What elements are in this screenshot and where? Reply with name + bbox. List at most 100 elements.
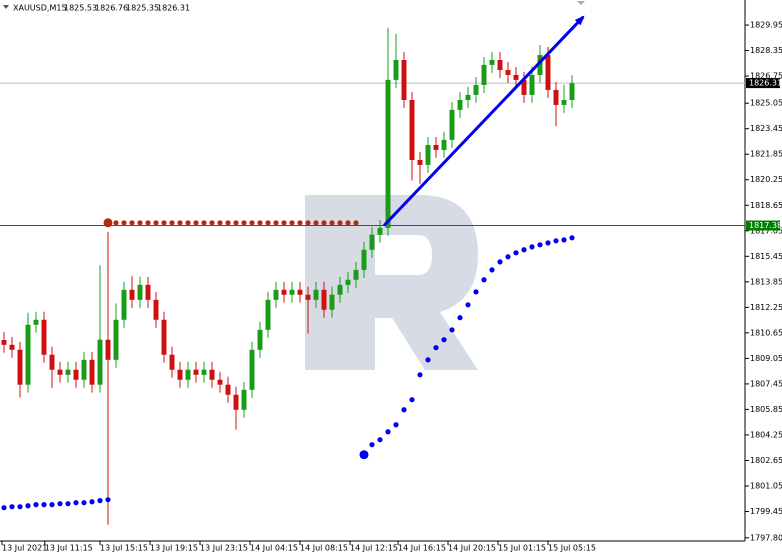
dot-series-point: [161, 220, 167, 226]
candle-body: [49, 354, 55, 370]
dot-series-point: [17, 504, 23, 510]
candle-body: [489, 59, 495, 65]
dot-series-point: [73, 500, 79, 506]
y-tick-label: 1805.85: [750, 405, 782, 414]
dot-series-point: [89, 499, 95, 505]
dot-series-point: [185, 220, 191, 226]
symbol: XAUUSD,M15: [13, 4, 67, 13]
dot-series-point: [545, 240, 551, 246]
dot-series: [1, 235, 575, 511]
dot-series-point: [33, 502, 39, 508]
candle-body: [529, 74, 535, 95]
dot-series-point: [433, 345, 439, 351]
symbol-menu-icon[interactable]: [3, 5, 9, 9]
dot-series-point: [553, 238, 559, 244]
candle-body: [73, 369, 79, 380]
candle-body: [113, 319, 119, 360]
dot-series-point: [489, 267, 495, 273]
dot-series-point: [505, 254, 511, 260]
dot-series-point: [353, 220, 359, 226]
candle-body: [433, 144, 439, 150]
candle-body: [337, 284, 343, 295]
candle-body: [193, 369, 199, 375]
candle-body: [409, 100, 415, 160]
dot-series-point: [401, 407, 407, 413]
trendline: [382, 15, 585, 227]
dot-series-point: [497, 259, 503, 265]
x-tick-label: 14 Jul 04:15: [250, 544, 298, 553]
candle-body: [265, 299, 271, 330]
candle-body: [217, 379, 223, 385]
price-label: 1826.31: [749, 79, 782, 88]
y-tick-label: 1820.25: [750, 175, 782, 184]
candle-body: [137, 284, 143, 300]
dot-series-point: [281, 220, 287, 226]
dot-series-point: [473, 289, 479, 295]
candle-body: [97, 339, 103, 385]
candle-body: [401, 59, 407, 101]
candle-body: [553, 89, 559, 105]
candle-body: [25, 324, 31, 385]
candle-body: [457, 100, 463, 110]
dot-series-point: [385, 429, 391, 435]
dot-series-point: [137, 220, 143, 226]
dot-series-point: [393, 422, 399, 428]
y-tick-label: 1821.85: [750, 150, 782, 159]
dot-series-point: [201, 220, 207, 226]
candle-body: [473, 85, 479, 95]
candle-body: [385, 79, 391, 228]
dot-series-point: [209, 220, 215, 226]
candle-body: [449, 109, 455, 140]
dot-series-start: [103, 218, 113, 228]
dot-series-point: [457, 315, 463, 321]
candle-body: [561, 100, 567, 105]
dot-series-point: [225, 220, 231, 226]
candle-body: [505, 70, 511, 75]
candle-body: [1, 340, 7, 345]
dot-series-point: [121, 220, 127, 226]
y-tick-label: 1799.45: [750, 507, 782, 516]
candle-body: [377, 227, 383, 235]
candle-body: [169, 354, 175, 370]
dot-series-point: [321, 220, 327, 226]
dot-series-point: [169, 220, 175, 226]
dot-series-point: [9, 504, 15, 510]
candle-body: [185, 369, 191, 380]
x-tick-label: 13 Jul 15:15: [100, 544, 148, 553]
dot-series-point: [297, 220, 303, 226]
dot-series-point: [81, 500, 87, 506]
x-tick-label: 14 Jul 12:15: [350, 544, 398, 553]
dot-series-point: [337, 220, 343, 226]
dot-series-point: [257, 220, 263, 226]
candle-body: [441, 139, 447, 150]
candle-body: [17, 349, 23, 385]
x-tick-label: 13 Jul 23:15: [200, 544, 248, 553]
candle-body: [545, 55, 551, 90]
dot-series-point: [249, 220, 255, 226]
candle-body: [105, 339, 111, 360]
candle-body: [537, 55, 543, 75]
y-tick-label: 1829.95: [750, 21, 782, 30]
dot-series-point: [441, 337, 447, 343]
candle-body: [81, 359, 87, 380]
dot-series-point: [529, 244, 535, 250]
dot-series-point: [305, 220, 311, 226]
dot-series-start: [359, 450, 369, 460]
dot-series-point: [241, 220, 247, 226]
candle-body: [153, 299, 159, 320]
dot-series-point: [153, 220, 159, 226]
x-tick-label: 15 Jul 01:15: [498, 544, 546, 553]
candle-body: [273, 289, 279, 300]
header-ohlc-value: 1825.53: [64, 4, 97, 13]
candle-body: [41, 319, 47, 355]
price-label-box: [746, 220, 780, 231]
candle-body: [361, 249, 367, 270]
candle-body: [129, 289, 135, 300]
y-tick-label: 1823.45: [750, 124, 782, 133]
y-tick-label: 1818.65: [750, 201, 782, 210]
dot-series-point: [513, 250, 519, 256]
candle-body: [209, 369, 215, 380]
dot-series-point: [569, 235, 575, 241]
dot-series-point: [329, 220, 335, 226]
